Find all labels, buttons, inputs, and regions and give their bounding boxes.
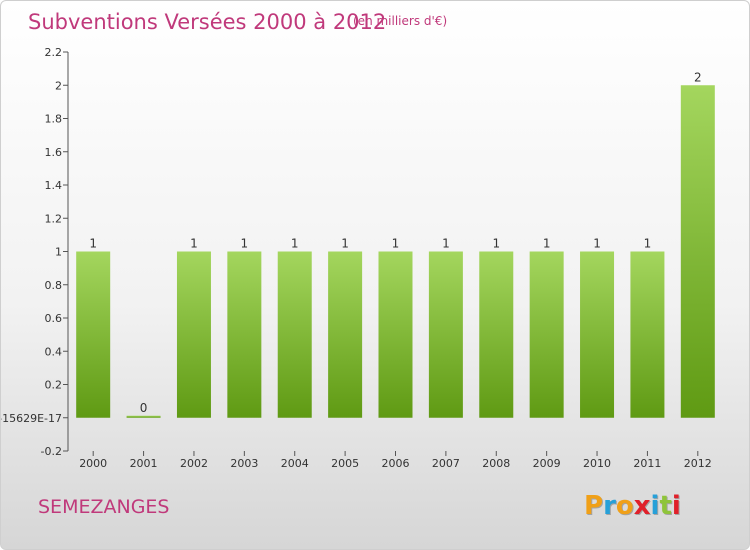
bar-value-label: 1	[190, 237, 198, 251]
y-tick-label: 1.6	[45, 146, 63, 159]
bar-value-label: 1	[241, 237, 249, 251]
x-tick-label: 2003	[230, 457, 258, 470]
x-tick-label: 2008	[482, 457, 510, 470]
y-tick-label: 1.8	[45, 113, 63, 126]
x-tick-label: 2000	[79, 457, 107, 470]
logo-letter: i	[650, 491, 660, 521]
x-tick-label: 2005	[331, 457, 359, 470]
bar-value-label: 1	[543, 237, 551, 251]
bar-value-label: 1	[89, 237, 97, 251]
bar-value-label: 2	[694, 70, 702, 84]
y-tick-label: -0.2	[41, 445, 62, 458]
bar	[176, 251, 211, 418]
bar	[428, 251, 463, 418]
chart-subtitle: (en milliers d'€)	[353, 14, 448, 28]
x-tick-label: 2011	[633, 457, 661, 470]
x-tick-label: 2001	[130, 457, 158, 470]
y-tick-label: 2.2	[45, 46, 63, 59]
bar	[76, 251, 111, 418]
x-tick-label: 2007	[432, 457, 460, 470]
logo-letter: o	[615, 491, 634, 521]
chart-title: Subventions Versées 2000 à 2012	[28, 10, 387, 34]
bar-value-label: 1	[341, 237, 349, 251]
bar	[378, 251, 413, 418]
bar	[126, 415, 161, 418]
bar	[580, 251, 615, 418]
bar	[277, 251, 312, 418]
y-tick-label: 1.2	[45, 212, 63, 225]
logo-letter: i	[671, 491, 681, 521]
y-tick-label: 0.2	[45, 379, 63, 392]
y-tick-label: 0.6	[45, 312, 63, 325]
x-tick-label: 2002	[180, 457, 208, 470]
bar-value-label: 1	[442, 237, 450, 251]
commune-name: SEMEZANGES	[38, 496, 170, 518]
bar	[529, 251, 564, 418]
bar-value-label: 1	[644, 237, 652, 251]
y-tick-label: -15629E-17	[1, 412, 62, 425]
bar	[680, 85, 715, 418]
bar	[479, 251, 514, 418]
x-tick-label: 2009	[533, 457, 561, 470]
bar-value-label: 1	[392, 237, 400, 251]
x-tick-label: 2006	[382, 457, 410, 470]
bar	[328, 251, 363, 418]
x-tick-label: 2010	[583, 457, 611, 470]
bar	[630, 251, 665, 418]
bar-value-label: 1	[593, 237, 601, 251]
y-tick-label: 2	[55, 79, 62, 92]
x-tick-label: 2004	[281, 457, 309, 470]
y-tick-label: 0.8	[45, 279, 63, 292]
logo-letter: t	[659, 491, 672, 521]
bar	[227, 251, 262, 418]
bar-value-label: 0	[140, 401, 148, 415]
y-tick-label: 1	[55, 246, 62, 259]
logo-letter: r	[603, 491, 616, 521]
bar-value-label: 1	[291, 237, 299, 251]
bar-value-label: 1	[492, 237, 500, 251]
x-tick-label: 2012	[684, 457, 712, 470]
y-tick-label: 0.4	[45, 345, 63, 358]
y-tick-label: 1.4	[45, 179, 63, 192]
logo-letter: x	[633, 491, 651, 521]
proxiti-logo: Proxiti	[584, 491, 681, 521]
logo-letter: P	[584, 491, 604, 521]
